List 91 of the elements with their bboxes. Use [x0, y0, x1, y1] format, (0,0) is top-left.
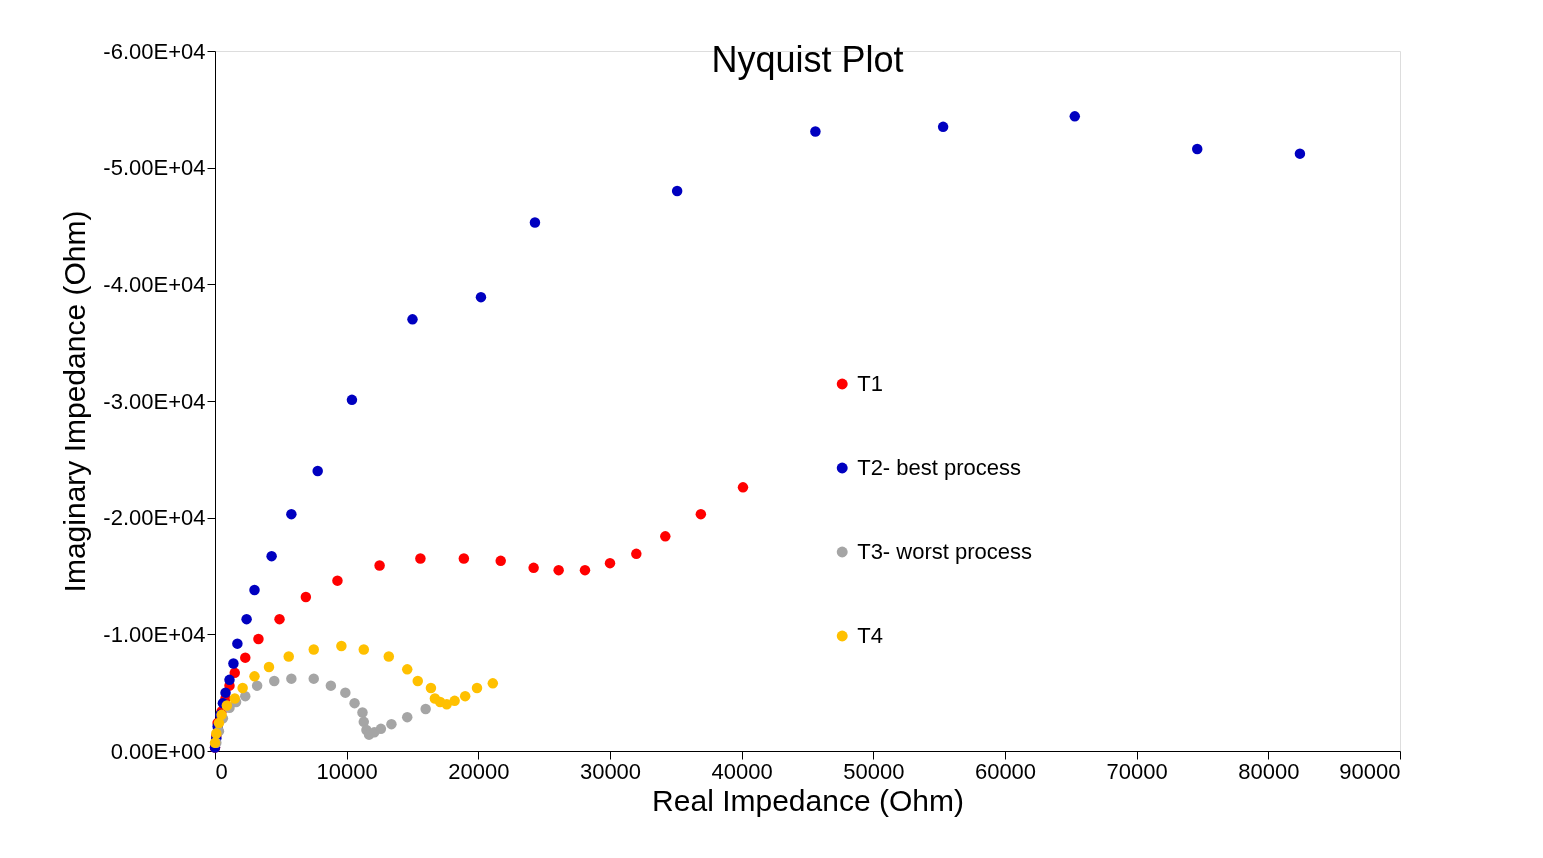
point	[263, 661, 275, 673]
point	[240, 690, 251, 702]
point	[810, 126, 821, 137]
point	[286, 673, 297, 684]
point	[553, 564, 564, 576]
point	[266, 550, 277, 562]
point	[358, 716, 370, 728]
point	[604, 557, 616, 569]
chart-title: Nyquist Plot	[711, 39, 904, 80]
legend-label: T4	[857, 623, 883, 648]
point	[240, 652, 251, 663]
point	[528, 562, 539, 574]
point	[695, 508, 707, 520]
point	[374, 560, 385, 571]
point	[358, 644, 370, 655]
point	[300, 591, 312, 603]
point	[286, 508, 297, 520]
point	[1069, 111, 1081, 122]
point	[241, 613, 252, 625]
x-tick-label: 0	[215, 758, 228, 784]
point	[232, 638, 243, 649]
point	[386, 718, 397, 730]
point	[312, 465, 323, 477]
point	[1191, 143, 1203, 155]
point	[308, 673, 319, 684]
point	[253, 633, 264, 645]
point	[412, 675, 424, 687]
x-tick-label: 90000	[1339, 758, 1401, 784]
point	[336, 640, 347, 652]
point	[228, 658, 239, 669]
y-tick-label: -6.00E+04	[103, 38, 206, 64]
point	[660, 531, 671, 542]
y-tick-label: -4.00E+04	[103, 271, 206, 297]
point	[375, 723, 387, 735]
y-tick-label: -5.00E+04	[103, 155, 206, 181]
point	[340, 687, 351, 698]
point	[283, 651, 294, 662]
point	[308, 644, 319, 655]
point	[407, 314, 418, 325]
point	[937, 121, 949, 133]
point	[383, 651, 395, 662]
y-axis-title: Imaginary Impedance (Ohm)	[58, 210, 92, 593]
point	[1294, 148, 1306, 159]
point	[237, 682, 248, 694]
point	[631, 548, 642, 560]
point	[401, 664, 413, 675]
point	[459, 690, 471, 702]
point	[495, 555, 506, 567]
point	[420, 703, 431, 715]
x-tick-label: 10000	[316, 758, 378, 784]
x-tick-label: 50000	[843, 758, 905, 784]
legend-label: T1	[857, 371, 883, 396]
y-tick-label: 0.00E+00	[110, 738, 206, 764]
x-tick-label: 20000	[448, 758, 510, 784]
x-tick-label: 30000	[579, 758, 642, 784]
legend-label: T2- best process	[857, 455, 1022, 480]
x-tick-label: 40000	[711, 758, 773, 784]
point	[220, 687, 231, 698]
point	[229, 693, 240, 704]
x-tick-label: 80000	[1238, 758, 1300, 784]
point	[249, 671, 260, 682]
x-axis-title: Real Impedance (Ohm)	[652, 783, 964, 817]
legend-label: T3- worst process	[857, 539, 1033, 564]
point	[346, 394, 358, 406]
point	[441, 699, 452, 710]
point	[349, 697, 360, 709]
point	[415, 553, 426, 564]
point	[325, 680, 337, 691]
point	[737, 482, 749, 493]
point	[671, 185, 683, 197]
point	[401, 711, 413, 723]
point	[487, 678, 499, 689]
point	[269, 675, 280, 687]
point	[274, 613, 285, 625]
point	[529, 217, 541, 228]
point	[251, 680, 263, 691]
x-tick-label: 60000	[974, 758, 1037, 784]
point	[475, 291, 487, 303]
point	[425, 682, 437, 694]
y-tick-label: -1.00E+04	[103, 621, 206, 647]
y-tick-label: -3.00E+04	[103, 388, 206, 414]
point	[224, 674, 235, 686]
point	[357, 707, 368, 718]
point	[449, 695, 460, 707]
point	[471, 682, 483, 694]
point	[458, 553, 470, 564]
point	[332, 575, 343, 586]
point	[249, 584, 260, 596]
x-tick-label: 70000	[1106, 758, 1168, 784]
point	[579, 564, 591, 576]
y-tick-label: -2.00E+04	[103, 505, 206, 531]
